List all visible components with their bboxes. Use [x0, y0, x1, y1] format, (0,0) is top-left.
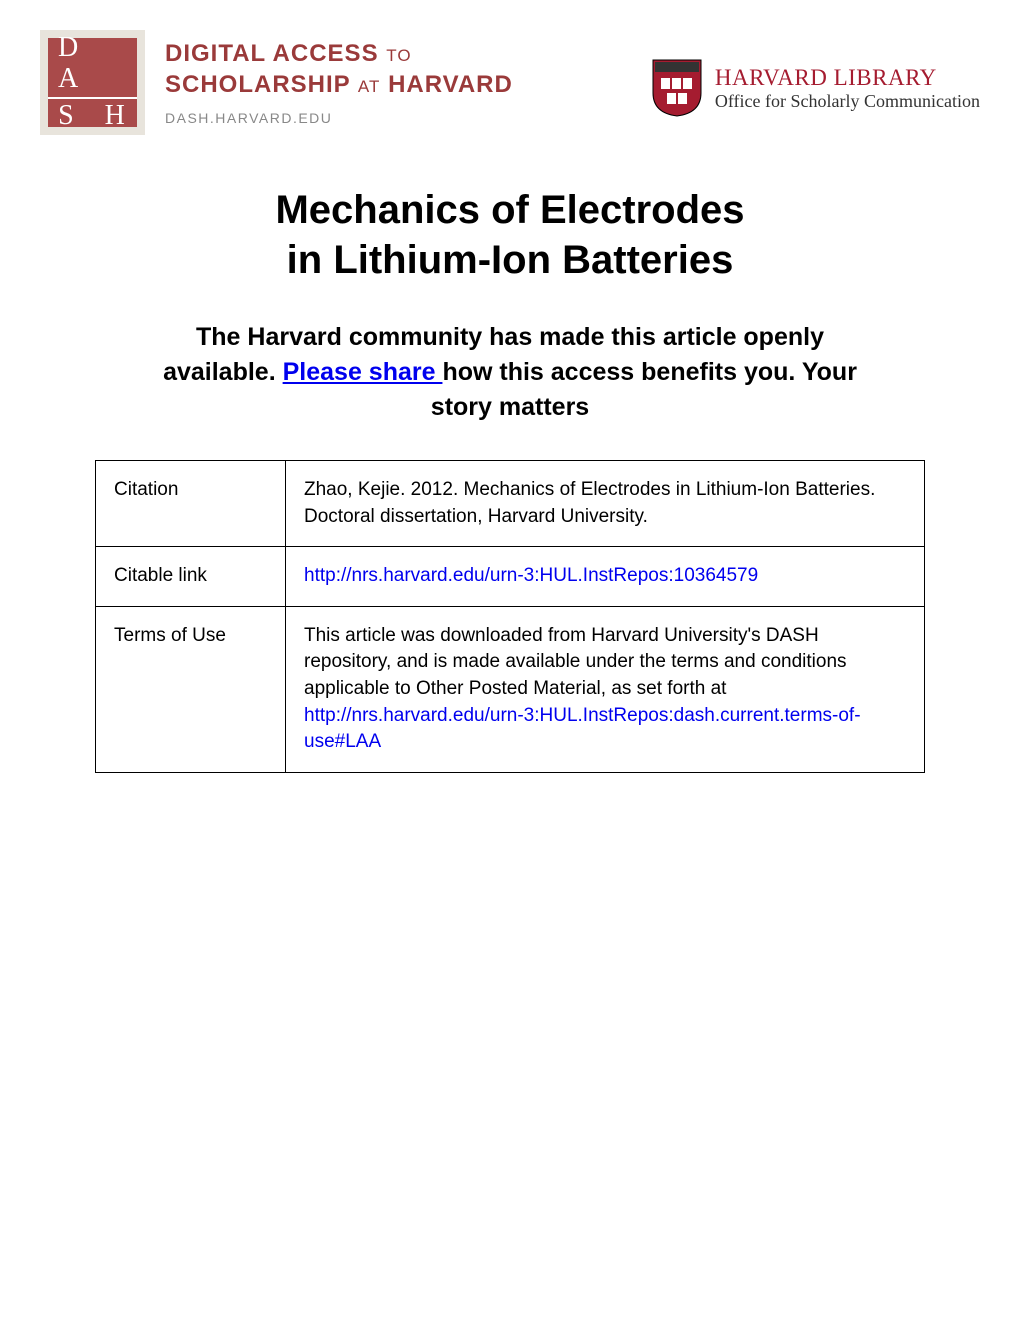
metadata-table: Citation Zhao, Kejie. 2012. Mechanics of…	[95, 460, 925, 773]
citation-label: Citation	[96, 461, 286, 547]
harvard-shield-icon	[651, 58, 703, 118]
open-access-statement: The Harvard community has made this arti…	[40, 320, 980, 425]
dash-title-1a: DIGITAL ACCESS	[165, 40, 379, 67]
dash-title-2b: AT	[358, 77, 380, 96]
dash-text-block: DIGITAL ACCESS TO SCHOLARSHIP AT HARVARD…	[165, 30, 513, 126]
harvard-text: HARVARD LIBRARY Office for Scholarly Com…	[715, 65, 980, 112]
citation-value: Zhao, Kejie. 2012. Mechanics of Electrod…	[286, 461, 925, 547]
dash-url: DASH.HARVARD.EDU	[165, 110, 513, 126]
dash-logo-icon: D A S H	[40, 30, 145, 135]
terms-text: This article was downloaded from Harvard…	[304, 625, 847, 699]
dash-logo-line2: S H	[48, 101, 137, 132]
dash-title-1b: TO	[386, 46, 411, 65]
harvard-library-block: HARVARD LIBRARY Office for Scholarly Com…	[651, 30, 980, 118]
table-row-terms: Terms of Use This article was downloaded…	[96, 606, 925, 772]
document-title: Mechanics of Electrodes in Lithium-Ion B…	[40, 185, 980, 285]
dash-logo-block: D A S H DIGITAL ACCESS TO SCHOLARSHIP AT…	[40, 30, 513, 135]
terms-label: Terms of Use	[96, 606, 286, 772]
table-row-citable-link: Citable link http://nrs.harvard.edu/urn-…	[96, 547, 925, 607]
dash-title-2a: SCHOLARSHIP	[165, 71, 350, 98]
subtitle-part2: how this access benefits you. Your story…	[431, 358, 857, 421]
dash-title-2c: HARVARD	[388, 71, 513, 98]
please-share-link[interactable]: Please share	[283, 358, 443, 386]
terms-link[interactable]: http://nrs.harvard.edu/urn-3:HUL.InstRep…	[304, 705, 861, 753]
terms-cell: This article was downloaded from Harvard…	[286, 606, 925, 772]
title-line2: in Lithium-Ion Batteries	[287, 238, 734, 282]
citable-link-label: Citable link	[96, 547, 286, 607]
table-row-citation: Citation Zhao, Kejie. 2012. Mechanics of…	[96, 461, 925, 547]
harvard-library-title: HARVARD LIBRARY	[715, 65, 980, 91]
dash-title: DIGITAL ACCESS TO SCHOLARSHIP AT HARVARD	[165, 38, 513, 100]
dash-logo-line1: D A	[48, 33, 137, 99]
citable-link[interactable]: http://nrs.harvard.edu/urn-3:HUL.InstRep…	[304, 565, 758, 586]
harvard-office-subtitle: Office for Scholarly Communication	[715, 91, 980, 112]
citable-link-cell: http://nrs.harvard.edu/urn-3:HUL.InstRep…	[286, 547, 925, 607]
title-line1: Mechanics of Electrodes	[275, 188, 744, 232]
page-header: D A S H DIGITAL ACCESS TO SCHOLARSHIP AT…	[40, 30, 980, 135]
